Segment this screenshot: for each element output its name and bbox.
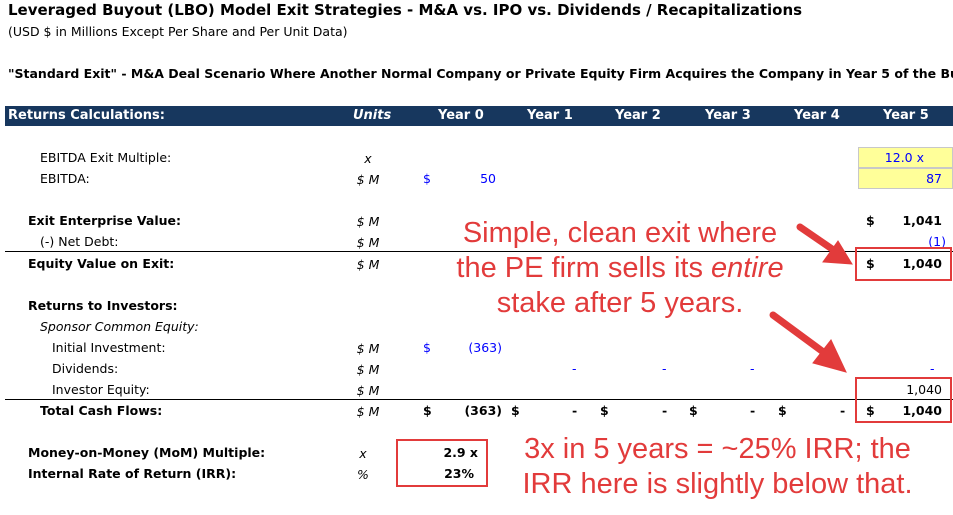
exit-ev-label: Exit Enterprise Value: xyxy=(28,213,182,228)
header-section-label: Returns Calculations: xyxy=(8,108,165,123)
initial-investment-label: Initial Investment: xyxy=(52,340,166,355)
mom-value: 2.9 x xyxy=(443,445,478,460)
net-debt-label: (-) Net Debt: xyxy=(40,234,119,249)
ebitda-multiple-label: EBITDA Exit Multiple: xyxy=(40,150,172,165)
exit-callout-line2: the PE firm sells its entire xyxy=(456,252,784,284)
exit-callout-emphasis: entire xyxy=(711,252,784,284)
total-cf-year1-value: - xyxy=(572,403,578,418)
ebitda-year5-value: 87 xyxy=(926,171,942,186)
exit-callout: Simple, clean exit where the PE firm sel… xyxy=(428,216,812,321)
dividends-year2-value: - xyxy=(662,361,667,376)
net-debt-unit: $ M xyxy=(356,235,380,250)
returns-header-row: Returns Calculations: Units Year 0 Year … xyxy=(5,106,953,126)
dividends-year5-value: - xyxy=(930,361,935,376)
header-year-1: Year 1 xyxy=(527,108,573,123)
total-cash-flows-label: Total Cash Flows: xyxy=(40,403,163,418)
header-units: Units xyxy=(353,108,392,123)
total-cf-year5-value: 1,040 xyxy=(902,403,942,418)
investor-equity-unit: $ M xyxy=(356,383,380,398)
equity-value-currency: $ xyxy=(866,256,875,271)
mom-unit: x xyxy=(359,446,367,461)
equity-value-top-border xyxy=(5,251,953,252)
total-cf-year3-value: - xyxy=(750,403,756,418)
initial-investment-year0-value: (363) xyxy=(468,340,502,355)
exit-callout-line1: Simple, clean exit where xyxy=(462,217,778,249)
mom-label: Money-on-Money (MoM) Multiple: xyxy=(28,445,266,460)
investor-equity-year5-value: 1,040 xyxy=(906,382,942,397)
total-cf-y2-currency: $ xyxy=(600,403,609,418)
scenario-title: "Standard Exit" - M&A Deal Scenario Wher… xyxy=(8,66,953,81)
irr-callout-line2: IRR here is slightly below that. xyxy=(522,468,913,500)
header-year-3: Year 3 xyxy=(705,108,751,123)
total-cash-flows-top-border xyxy=(5,399,953,400)
total-cf-y1-currency: $ xyxy=(511,403,520,418)
header-year-5: Year 5 xyxy=(883,108,929,123)
header-year-2: Year 2 xyxy=(615,108,661,123)
total-cf-y3-currency: $ xyxy=(689,403,698,418)
ebitda-multiple-unit: x xyxy=(364,151,372,166)
exit-ev-unit: $ M xyxy=(356,214,380,229)
exit-ev-currency: $ xyxy=(866,213,875,228)
dividends-unit: $ M xyxy=(356,362,380,377)
returns-to-investors-label: Returns to Investors: xyxy=(28,298,178,313)
irr-callout-line1: 3x in 5 years = ~25% IRR; the xyxy=(524,433,911,465)
arrow-to-equity-value xyxy=(796,223,853,265)
equity-value-unit: $ M xyxy=(356,257,380,272)
irr-unit: % xyxy=(357,467,369,482)
irr-callout: 3x in 5 years = ~25% IRR; the IRR here i… xyxy=(495,432,940,502)
total-cf-year4-value: - xyxy=(840,403,846,418)
initial-investment-unit: $ M xyxy=(356,341,380,356)
net-debt-year5-value: (1) xyxy=(928,234,946,249)
investor-equity-highlight-box xyxy=(855,377,952,423)
total-cf-y0-currency: $ xyxy=(423,403,432,418)
returns-highlight-box xyxy=(396,439,488,487)
ebitda-multiple-value: 12.0 x xyxy=(884,150,924,165)
total-cash-flows-unit: $ M xyxy=(356,404,380,419)
initial-investment-currency: $ xyxy=(423,340,431,355)
arrow-to-investor-equity xyxy=(769,311,847,373)
total-cf-year2-value: - xyxy=(662,403,668,418)
total-cf-y5-currency: $ xyxy=(866,403,875,418)
page-title: Leveraged Buyout (LBO) Model Exit Strate… xyxy=(8,1,803,19)
exit-ev-year5-value: 1,041 xyxy=(902,213,942,228)
irr-label: Internal Rate of Return (IRR): xyxy=(28,466,237,481)
dividends-year3-value: - xyxy=(750,361,755,376)
dividends-year1-value: - xyxy=(572,361,577,376)
ebitda-unit: $ M xyxy=(356,172,380,187)
ebitda-year0-value: 50 xyxy=(480,171,496,186)
total-cf-y4-currency: $ xyxy=(778,403,787,418)
total-cf-year0-value: (363) xyxy=(464,403,502,418)
irr-value: 23% xyxy=(444,466,474,481)
equity-value-label: Equity Value on Exit: xyxy=(28,256,175,271)
ebitda-y0-currency: $ xyxy=(423,171,431,186)
page-subtitle: (USD $ in Millions Except Per Share and … xyxy=(8,24,348,39)
exit-callout-line3: stake after 5 years. xyxy=(496,287,744,319)
investor-equity-label: Investor Equity: xyxy=(52,382,150,397)
dividends-label: Dividends: xyxy=(52,361,119,376)
equity-value-highlight-box xyxy=(855,247,952,281)
ebitda-label: EBITDA: xyxy=(40,171,90,186)
header-year-4: Year 4 xyxy=(794,108,840,123)
header-year-0: Year 0 xyxy=(438,108,484,123)
equity-value-year5-value: 1,040 xyxy=(902,256,942,271)
sponsor-equity-label: Sponsor Common Equity: xyxy=(40,319,199,334)
